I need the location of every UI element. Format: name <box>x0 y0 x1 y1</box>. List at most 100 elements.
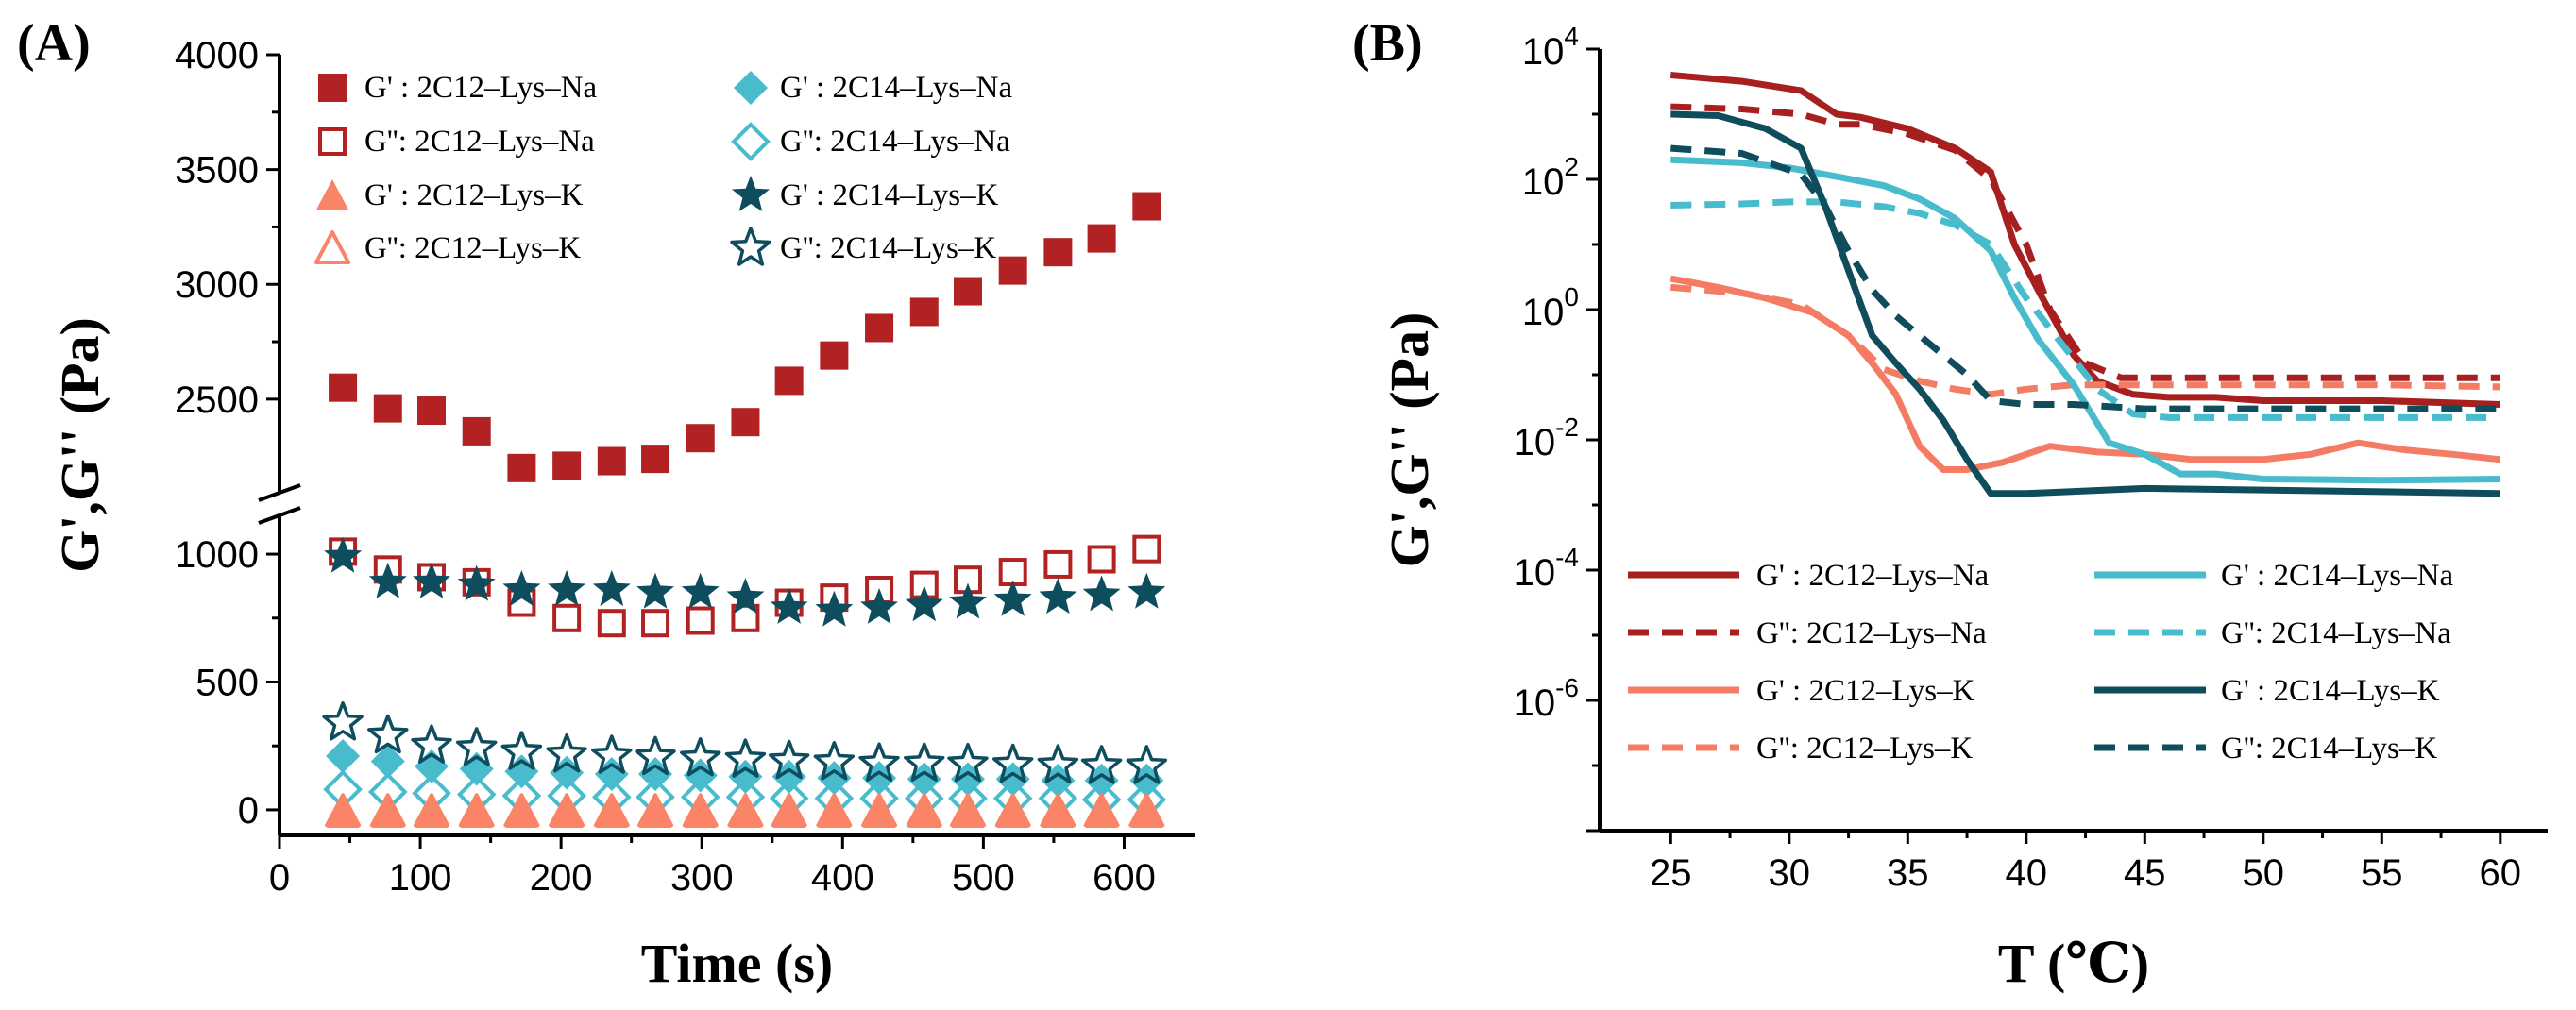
a-data-point <box>1128 793 1165 828</box>
a-y-tick-label: 0 <box>238 790 259 832</box>
a-legend-label: G' : 2C14–Lys–K <box>780 178 999 212</box>
a-x-tick-label: 100 <box>389 857 452 899</box>
a-data-point <box>507 453 536 482</box>
b-legend-label: G' : 2C12–Lys–K <box>1756 674 1975 708</box>
a-data-point <box>322 701 364 741</box>
a-data-point <box>502 570 541 606</box>
a-data-point <box>1080 745 1123 784</box>
a-data-point <box>1087 545 1116 574</box>
a-data-point <box>641 609 670 638</box>
b-series-line <box>1670 198 2500 421</box>
b-series-line <box>1669 72 2500 408</box>
a-data-point <box>462 416 491 446</box>
a-x-tick-label: 500 <box>952 857 1015 899</box>
a-data-point <box>369 793 406 828</box>
a-data-point <box>591 734 633 774</box>
a-data-point <box>774 366 804 396</box>
a-y-tick-label: 3500 <box>175 150 259 192</box>
a-data-point <box>813 741 856 781</box>
a-data-point <box>324 536 363 573</box>
a-data-point <box>1126 745 1168 784</box>
a-x-tick-label: 300 <box>670 857 734 899</box>
a-data-point <box>729 797 762 828</box>
a-y-axis-label: G',G'' (Pa) <box>49 317 110 573</box>
a-data-point <box>459 751 494 786</box>
a-data-point <box>863 797 896 828</box>
a-x-tick-label: 600 <box>1093 857 1156 899</box>
a-data-point <box>949 582 987 619</box>
a-axis-break-mark <box>258 506 301 525</box>
a-data-point <box>680 737 721 777</box>
a-legend-label: G' : 2C12–Lys–K <box>364 178 584 212</box>
a-data-point <box>458 793 495 828</box>
b-series-line <box>1670 156 2500 484</box>
a-panel-label: (A) <box>17 14 91 73</box>
a-data-point <box>592 570 631 606</box>
a-data-point <box>772 797 805 828</box>
a-data-point <box>686 424 715 453</box>
a-data-point <box>597 609 626 638</box>
b-x-tick-label: 40 <box>2006 852 2048 894</box>
a-data-point <box>415 797 449 828</box>
a-data-point <box>417 396 447 426</box>
a-data-point <box>367 714 409 754</box>
b-x-tick-label: 60 <box>2480 852 2522 894</box>
a-legend-marker <box>732 176 770 211</box>
a-data-point <box>686 606 715 635</box>
a-x-axis-label: Time (s) <box>641 933 834 994</box>
b-legend-label: G'': 2C12–Lys–K <box>1756 732 1973 766</box>
a-data-point <box>595 797 628 828</box>
b-y-tick-base: 10 <box>1514 422 1556 463</box>
a-data-point <box>949 793 986 828</box>
a-data-point <box>998 256 1027 285</box>
a-data-point <box>641 445 670 474</box>
a-data-point <box>546 732 587 773</box>
a-data-point <box>820 341 849 370</box>
a-data-point <box>548 570 586 606</box>
b-series-line <box>1670 283 2500 398</box>
a-data-point <box>552 451 582 480</box>
a-data-point <box>994 793 1031 828</box>
a-data-point <box>860 588 898 624</box>
a-data-point <box>411 724 452 764</box>
b-y-tick-label: 100 <box>1522 282 1579 333</box>
a-data-point <box>1039 578 1077 614</box>
a-data-point <box>505 797 538 828</box>
a-data-point <box>551 797 584 828</box>
b-panel-label: (B) <box>1352 14 1423 73</box>
b-x-tick-label: 45 <box>2124 852 2166 894</box>
a-data-point <box>682 793 719 828</box>
b-x-axis-label: T (℃) <box>1998 933 2149 994</box>
a-data-point <box>858 742 900 782</box>
a-data-point <box>947 742 989 783</box>
a-data-point <box>503 793 540 828</box>
a-x-tick-label: 400 <box>811 857 874 899</box>
a-y-tick-label: 4000 <box>175 35 259 76</box>
a-x-tick-label: 200 <box>530 857 593 899</box>
b-y-tick-label: 10-2 <box>1514 412 1579 463</box>
b-y-tick-base: 10 <box>1514 682 1556 724</box>
a-data-point <box>681 572 720 609</box>
a-data-point <box>1043 238 1073 267</box>
a-data-point <box>460 797 493 828</box>
b-x-tick-label: 25 <box>1650 852 1692 894</box>
a-data-point <box>368 562 407 598</box>
a-data-point <box>684 797 717 828</box>
b-x-tick-label: 30 <box>1769 852 1811 894</box>
a-data-point <box>455 727 498 766</box>
b-legend-label: G'': 2C14–Lys–K <box>2221 732 2437 766</box>
a-y-tick-label: 3000 <box>175 264 259 306</box>
a-data-point <box>500 731 543 770</box>
b-y-tick-base: 10 <box>1522 292 1565 333</box>
a-data-point <box>1083 793 1120 828</box>
a-data-point <box>768 739 810 780</box>
b-x-tick-label: 50 <box>2243 852 2285 894</box>
b-x-tick-label: 35 <box>1887 852 1929 894</box>
a-data-point <box>905 585 943 622</box>
b-legend-label: G'': 2C12–Lys–Na <box>1756 616 1987 650</box>
a-data-point <box>415 749 449 783</box>
a-data-point <box>329 373 358 402</box>
a-data-point <box>597 446 626 476</box>
b-y-tick-base: 10 <box>1522 161 1565 203</box>
a-data-point <box>325 793 362 828</box>
